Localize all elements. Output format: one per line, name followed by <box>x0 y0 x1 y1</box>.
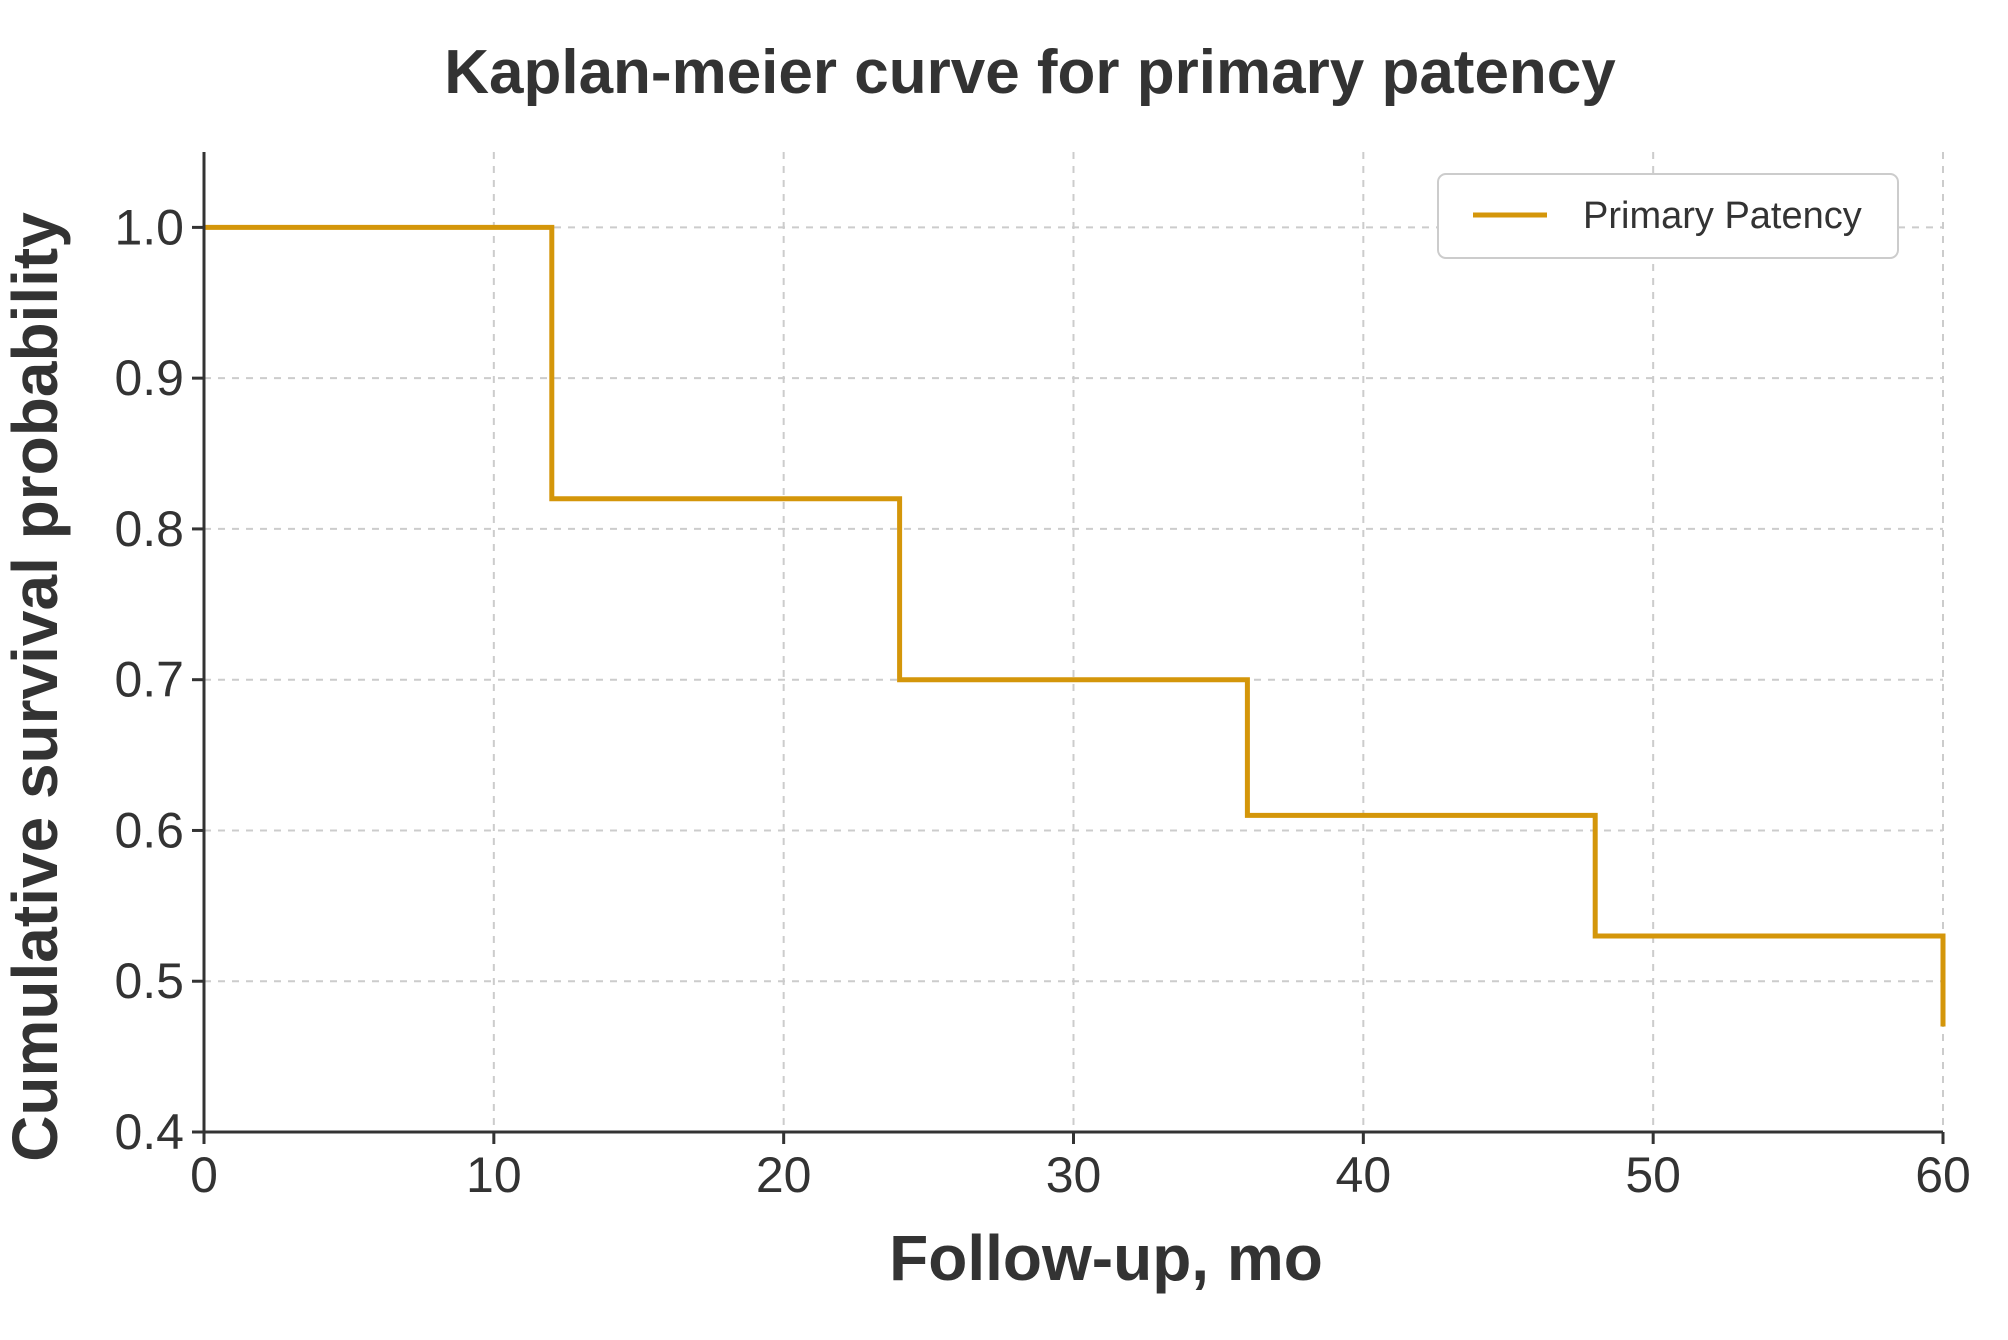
y-axis-ticks: 0.4 0.5 0.6 0.7 0.8 0.9 1.0 <box>114 199 204 1160</box>
x-tick-label: 20 <box>756 1147 812 1203</box>
x-tick-label: 40 <box>1336 1147 1392 1203</box>
x-tick-label: 10 <box>466 1147 522 1203</box>
legend: Primary Patency <box>1437 173 1899 259</box>
y-tick-label: 0.8 <box>114 501 184 557</box>
x-tick-label: 30 <box>1046 1147 1102 1203</box>
y-tick-label: 0.4 <box>114 1104 184 1160</box>
y-tick-label: 0.6 <box>114 802 184 858</box>
legend-box <box>1437 173 1899 259</box>
x-tick-label: 50 <box>1625 1147 1681 1203</box>
y-tick-label: 0.5 <box>114 953 184 1009</box>
series-layer <box>204 224 1946 1027</box>
chart-title: Kaplan-meier curve for primary patency <box>444 38 1616 107</box>
series-line-primary-patency <box>204 224 1946 1027</box>
x-tick-label: 60 <box>1915 1147 1971 1203</box>
x-axis-label: Follow-up, mo <box>889 1222 1323 1294</box>
y-tick-label: 1.0 <box>114 199 184 255</box>
x-tick-label: 0 <box>190 1147 218 1203</box>
x-axis-ticks: 0 10 20 30 40 50 60 <box>190 1132 1971 1203</box>
y-tick-label: 0.9 <box>114 350 184 406</box>
y-axis-label: Cumulative survival probability <box>0 212 71 1162</box>
legend-label-primary-patency: Primary Patency <box>1583 195 1862 237</box>
grid <box>204 152 1944 1132</box>
y-tick-label: 0.7 <box>114 652 184 708</box>
